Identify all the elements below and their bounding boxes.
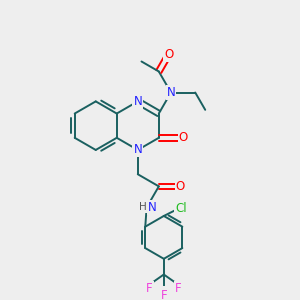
Text: Cl: Cl: [175, 202, 187, 215]
Text: N: N: [134, 95, 142, 108]
Text: F: F: [175, 282, 181, 295]
Text: H: H: [139, 202, 146, 212]
Text: N: N: [134, 143, 142, 157]
Text: F: F: [160, 289, 167, 300]
Text: F: F: [146, 282, 153, 295]
Text: O: O: [178, 131, 188, 144]
Text: O: O: [164, 48, 173, 61]
Text: N: N: [167, 86, 175, 99]
Text: O: O: [176, 180, 185, 193]
Text: N: N: [148, 201, 157, 214]
